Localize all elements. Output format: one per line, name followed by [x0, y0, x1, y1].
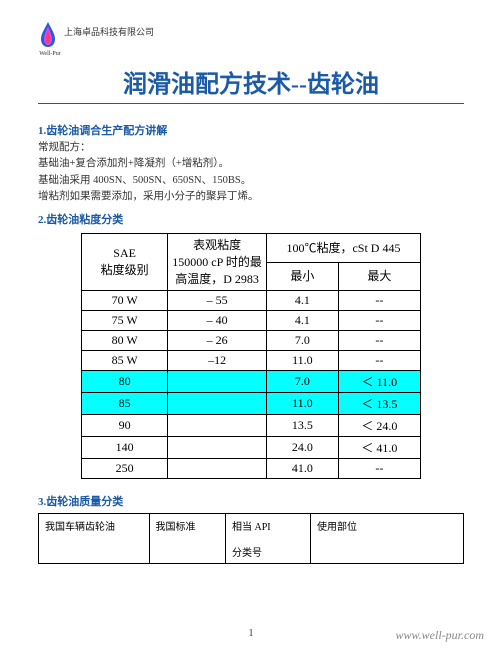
- table-cell: – 55: [168, 291, 267, 311]
- quality-col-4: 使用部位: [311, 514, 464, 564]
- table-header-row-1: SAE 粘度级别 表观粘度 150000 cP 时的最高温度，D 2983 10…: [82, 234, 421, 263]
- table-cell: 4.1: [266, 291, 338, 311]
- section-1-line4: 增粘剂如果需要添加，采用小分子的聚异丁烯。: [38, 189, 464, 205]
- table-cell: [168, 393, 267, 415]
- table-row: 80 7.0＜ 11.0: [82, 371, 421, 393]
- table-cell: [168, 437, 267, 459]
- table-cell: ＜ 41.0: [338, 437, 420, 459]
- table-cell: ＜ 11.0: [338, 371, 420, 393]
- footer-url: www.well-pur.com: [396, 628, 484, 643]
- table-cell: 24.0: [266, 437, 338, 459]
- col4-sub: 最大: [338, 262, 420, 291]
- section-3-heading: 3.齿轮油质量分类: [38, 493, 464, 509]
- table-cell: – 26: [168, 331, 267, 351]
- table-row: 250 41.0--: [82, 459, 421, 479]
- section-1: 1.齿轮油调合生产配方讲解 常规配方： 基础油+复合添加剂+降凝剂（+增粘剂）。…: [38, 122, 464, 205]
- col2-line2: 150000 cP 时的最高温度，D 2983: [172, 255, 262, 286]
- table-cell: 7.0: [266, 371, 338, 393]
- col34-top: 100℃粘度，cSt D 445: [266, 234, 420, 263]
- quality-col-1: 我国车辆齿轮油: [39, 514, 150, 564]
- section-2-heading: 2.齿轮油粘度分类: [38, 211, 464, 227]
- table-cell: 70 W: [82, 291, 168, 311]
- table-cell: 80 W: [82, 331, 168, 351]
- table-cell: ＜ 13.5: [338, 393, 420, 415]
- table-cell: 85: [82, 393, 168, 415]
- table-row: 80 W– 267.0--: [82, 331, 421, 351]
- section-2: 2.齿轮油粘度分类 SAE 粘度级别 表观粘度 150000 cP 时的最高温度…: [38, 211, 464, 479]
- table-cell: – 40: [168, 311, 267, 331]
- table-cell: 75 W: [82, 311, 168, 331]
- company-name: 上海卓品科技有限公司: [64, 25, 154, 38]
- section-1-line2: 基础油+复合添加剂+降凝剂（+增粘剂）。: [38, 156, 464, 172]
- page-number: 1: [249, 628, 254, 639]
- page-title: 润滑油配方技术--齿轮油: [38, 64, 464, 104]
- table-cell: 11.0: [266, 351, 338, 371]
- col1-bottom: 粘度级别: [101, 263, 149, 277]
- section-3: 3.齿轮油质量分类 我国车辆齿轮油 我国标准 相当 API 分类号 使用部位: [38, 493, 464, 564]
- table-cell: 250: [82, 459, 168, 479]
- quality-table-row: 我国车辆齿轮油 我国标准 相当 API 分类号 使用部位: [39, 514, 464, 564]
- table-cell: ＜ 24.0: [338, 415, 420, 437]
- table-cell: 4.1: [266, 311, 338, 331]
- table-cell: 11.0: [266, 393, 338, 415]
- table-cell: --: [338, 351, 420, 371]
- table-cell: 80: [82, 371, 168, 393]
- quality-col-3: 相当 API 分类号: [226, 514, 311, 564]
- table-cell: 85 W: [82, 351, 168, 371]
- section-1-heading: 1.齿轮油调合生产配方讲解: [38, 122, 464, 138]
- table-cell: 41.0: [266, 459, 338, 479]
- table-cell: 140: [82, 437, 168, 459]
- company-logo: Well-Pur: [38, 20, 58, 50]
- table-cell: 7.0: [266, 331, 338, 351]
- page-header: Well-Pur 上海卓品科技有限公司: [38, 20, 464, 50]
- table-row: 140 24.0＜ 41.0: [82, 437, 421, 459]
- table-cell: –12: [168, 351, 267, 371]
- table-cell: 90: [82, 415, 168, 437]
- col3-sub: 最小: [266, 262, 338, 291]
- quality-table: 我国车辆齿轮油 我国标准 相当 API 分类号 使用部位: [38, 513, 464, 564]
- table-cell: 13.5: [266, 415, 338, 437]
- quality-col-2: 我国标准: [149, 514, 226, 564]
- table-row: 75 W– 404.1--: [82, 311, 421, 331]
- table-row: 90 13.5＜ 24.0: [82, 415, 421, 437]
- section-1-line3: 基础油采用 400SN、500SN、650SN、150BS。: [38, 173, 464, 189]
- table-cell: --: [338, 331, 420, 351]
- table-row: 70 W– 554.1--: [82, 291, 421, 311]
- table-cell: --: [338, 291, 420, 311]
- section-1-line1: 常规配方：: [38, 140, 464, 156]
- col2-line1: 表观粘度: [193, 238, 241, 252]
- table-row: 85 W–1211.0--: [82, 351, 421, 371]
- table-cell: [168, 459, 267, 479]
- table-cell: --: [338, 459, 420, 479]
- table-cell: [168, 415, 267, 437]
- table-cell: --: [338, 311, 420, 331]
- table-cell: [168, 371, 267, 393]
- col1-top: SAE: [113, 246, 136, 260]
- viscosity-table: SAE 粘度级别 表观粘度 150000 cP 时的最高温度，D 2983 10…: [81, 233, 421, 479]
- logo-text: Well-Pur: [36, 51, 64, 57]
- table-row: 85 11.0＜ 13.5: [82, 393, 421, 415]
